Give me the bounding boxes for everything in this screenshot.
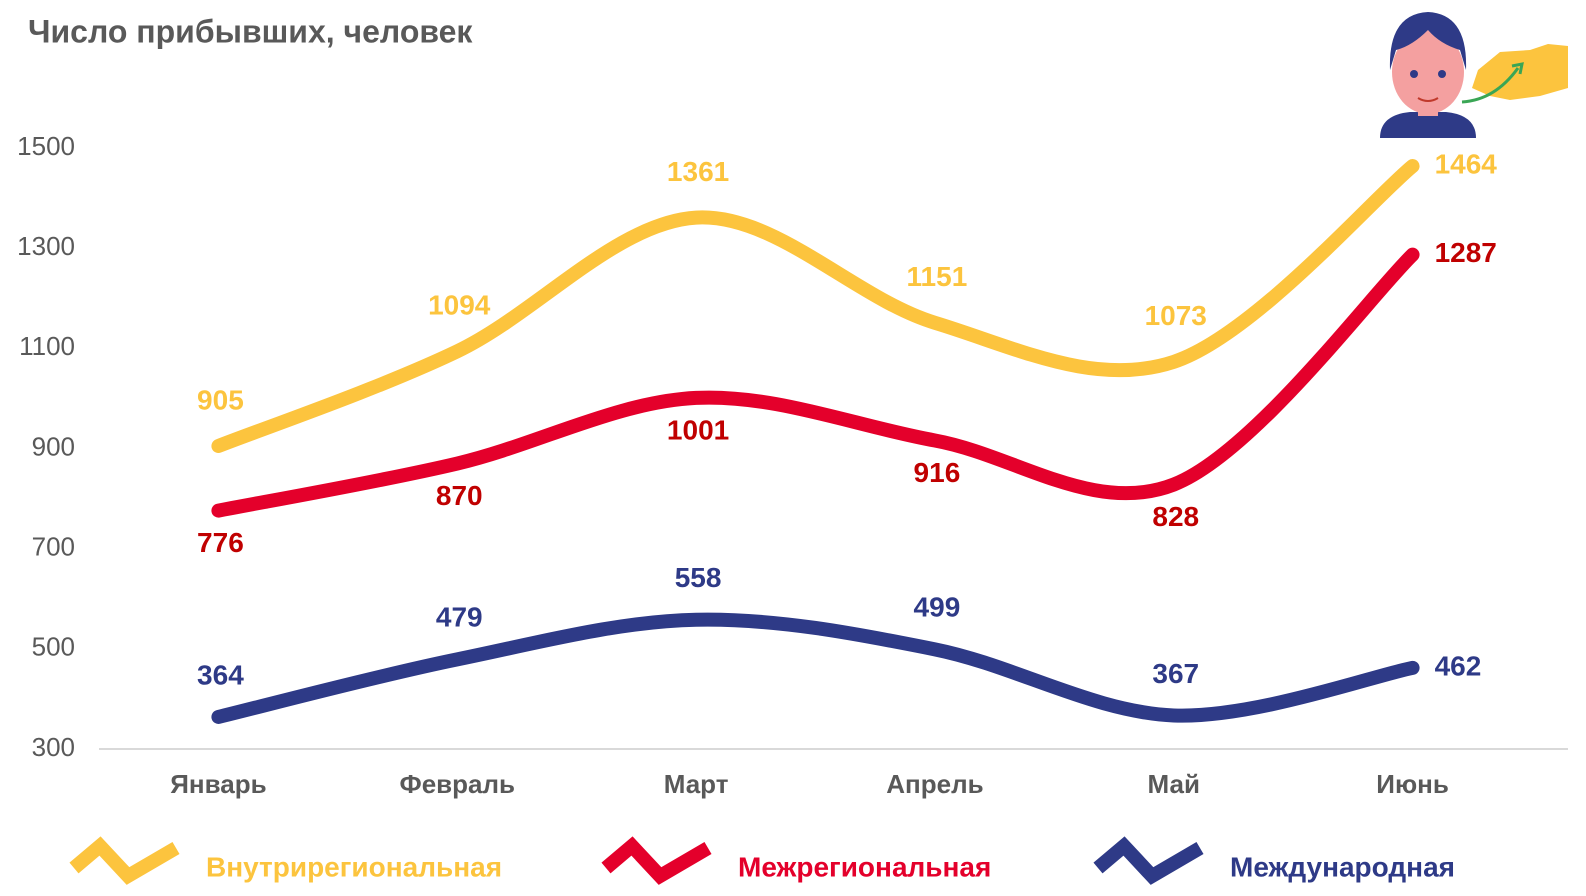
data-label: 364: [197, 659, 244, 690]
legend-icon: [601, 836, 712, 885]
legend-icon: [1093, 836, 1204, 885]
data-label: 499: [914, 592, 961, 623]
data-label: 905: [197, 384, 244, 415]
x-tick-label: Февраль: [400, 769, 515, 799]
y-tick-label: 1100: [19, 331, 75, 361]
data-label: 1001: [667, 414, 729, 445]
x-tick-label: Январь: [170, 769, 266, 799]
legend-label: Международная: [1230, 851, 1455, 882]
legend-label: Внутрирегиональная: [206, 851, 502, 882]
chart-title: Число прибывших, человек: [28, 13, 473, 49]
data-label: 1464: [1435, 148, 1498, 179]
line: [211, 247, 1420, 518]
legend-label: Межрегиональная: [738, 851, 991, 882]
y-tick-label: 900: [32, 431, 75, 461]
data-label: 1151: [907, 261, 968, 292]
x-tick-label: Июнь: [1376, 769, 1449, 799]
y-tick-label: 700: [32, 532, 75, 562]
x-tick-label: Май: [1148, 769, 1200, 799]
y-tick-label: 300: [32, 732, 75, 762]
x-tick-label: Март: [664, 769, 729, 799]
data-label: 776: [197, 527, 244, 558]
data-label: 828: [1152, 501, 1199, 532]
avatar-icon: [1380, 12, 1568, 138]
data-label: 1287: [1435, 237, 1497, 268]
data-label: 558: [675, 562, 722, 593]
y-tick-label: 1300: [17, 231, 75, 261]
line: [211, 159, 1420, 453]
data-label: 462: [1435, 650, 1482, 681]
data-label: 1361: [667, 156, 729, 187]
x-tick-label: Апрель: [886, 769, 983, 799]
data-label: 870: [436, 480, 483, 511]
data-label: 367: [1152, 658, 1199, 689]
data-label: 479: [436, 602, 483, 633]
y-tick-label: 1500: [17, 131, 75, 161]
legend-icon: [69, 836, 180, 885]
data-label: 1073: [1145, 300, 1207, 331]
line: [211, 612, 1420, 724]
data-label: 916: [914, 457, 961, 488]
data-label: 1094: [428, 290, 491, 321]
y-tick-label: 500: [32, 632, 75, 662]
